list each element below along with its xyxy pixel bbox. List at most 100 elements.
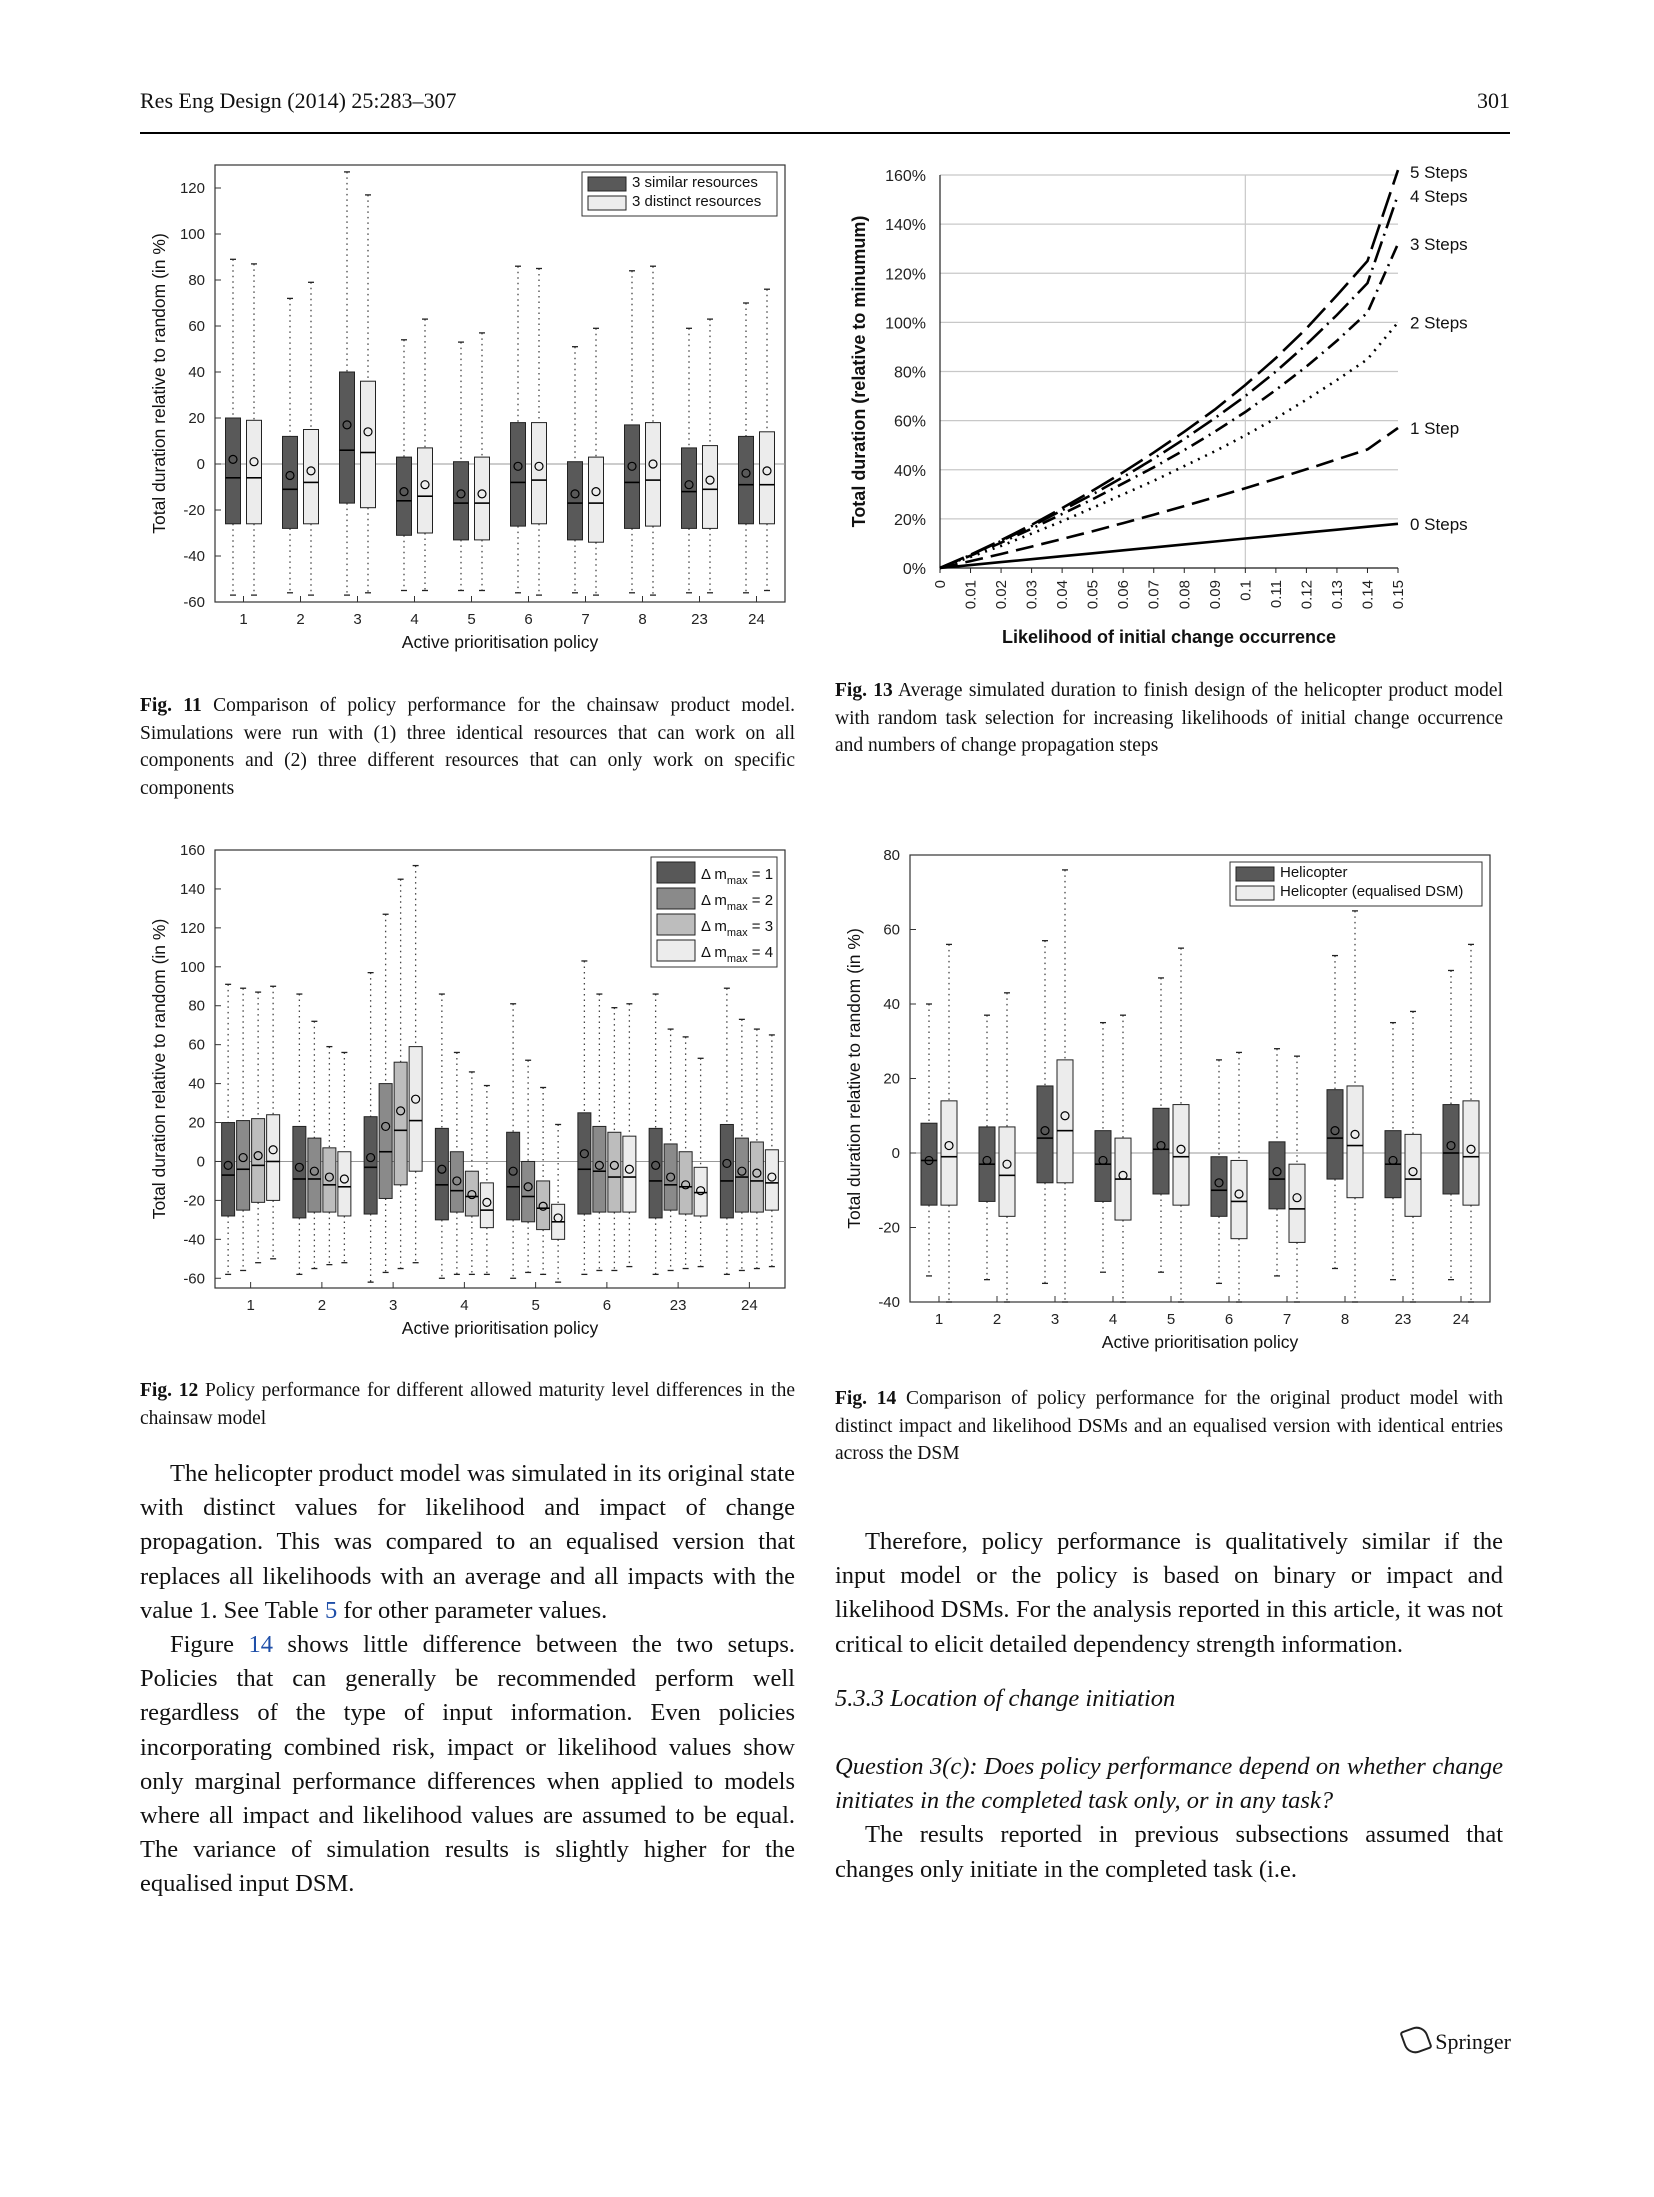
box-3-distinct-resources [759,431,775,525]
x-tick-label: 1 [239,611,247,628]
box--m [251,1118,266,1203]
springer-logo-icon [1399,2023,1433,2057]
y-tick-label: 40 [188,1076,205,1093]
legend-swatch [656,887,696,910]
figure-14-link[interactable]: 14 [248,1631,273,1659]
x-tick-label: 0.01 [963,580,980,609]
figure-12-label: Fig. 12 [140,1380,199,1401]
box--m [663,1143,678,1211]
mean-marker [666,1172,676,1182]
figure-11-label: Fig. 11 [140,695,202,716]
x-axis-label: Active prioritisation policy [402,632,599,652]
box--m [719,1123,734,1219]
mean-marker [1446,1140,1456,1151]
figure-13-caption-text: Average simulated duration to finish des… [835,680,1503,756]
mean-marker [591,487,601,497]
x-tick-label: 0.07 [1146,580,1163,609]
mean-marker [553,1213,563,1223]
legend-swatch [1235,866,1275,882]
box--m [577,1112,592,1215]
left-column-text: The helicopter product model was simulat… [140,1457,795,1902]
series-label: 2 Steps [1410,313,1468,332]
x-tick-label: 0.1 [1237,580,1254,601]
mean-marker [609,1160,619,1170]
y-tick-label: -60 [183,594,205,611]
mean-marker [381,1121,391,1132]
y-tick-label: 160 [180,842,205,859]
legend-swatch [656,939,696,962]
mean-marker [696,1186,706,1196]
x-tick-label: 24 [741,1297,758,1314]
box-3-similar-resources [738,435,754,525]
x-tick-label: 0.06 [1115,580,1132,609]
y-tick-label: 20 [188,1115,205,1132]
mean-marker [1060,1111,1070,1121]
x-tick-label: 2 [296,611,304,628]
y-tick-label: 80 [188,998,205,1015]
mean-marker [523,1182,533,1192]
series-label: 4 Steps [1410,187,1468,206]
legend-swatch [1235,885,1275,901]
legend-swatch [656,913,696,936]
mean-marker [1040,1126,1050,1136]
box-3-similar-resources [339,371,355,504]
mean-marker [294,1162,304,1172]
table-5-link[interactable]: 5 [324,1596,338,1624]
x-tick-label: 7 [1283,1311,1291,1328]
box-helicopter-equalised-dsm- [1346,1085,1364,1199]
x-tick-label: 1 [246,1297,254,1314]
x-tick-label: 24 [748,611,765,628]
mean-marker [924,1155,934,1166]
x-tick-label: 0.02 [993,580,1010,609]
box-3-similar-resources [225,417,241,525]
mean-marker [1388,1155,1398,1166]
publisher-name: Springer [1435,2029,1511,2054]
series-line-0-steps [939,522,1399,570]
mean-marker [482,1197,492,1207]
x-tick-label: 7 [581,611,589,628]
box-3-distinct-resources [246,419,262,525]
x-tick-label: 0.05 [1085,580,1102,609]
legend-label: Δ mmax = 1 [701,866,773,887]
mean-marker [456,489,466,499]
mean-marker [477,489,487,499]
mean-marker [1002,1159,1012,1169]
figure-11-caption-text: Comparison of policy performance for the… [140,695,795,799]
x-tick-label: 23 [670,1297,687,1314]
x-axis-label: Likelihood of initial change occurrence [1002,627,1336,647]
figure-13-caption: Fig. 13 Average simulated duration to fi… [835,677,1503,760]
paragraph-policy-performance: Therefore, policy performance is qualita… [835,1528,1503,1658]
box--m [536,1180,551,1231]
legend-label: Δ mmax = 3 [701,918,773,939]
mean-marker [722,1158,732,1169]
box-3-distinct-resources [588,456,604,543]
plot-area [909,854,1491,1303]
mean-marker [982,1155,992,1166]
legend-swatch [587,176,627,192]
mean-marker [1156,1140,1166,1151]
box--m [464,1170,479,1217]
mean-marker [627,461,637,471]
x-tick-label: 3 [1051,1311,1059,1328]
series-label: 3 Steps [1410,235,1468,254]
mean-marker [324,1172,334,1182]
mean-marker [1466,1144,1476,1154]
y-tick-label: 0 [197,1153,205,1170]
series-label: 1 Step [1410,419,1459,438]
mean-marker [648,459,658,469]
box--m [521,1160,536,1223]
figure-14-caption: Fig. 14 Comparison of policy performance… [835,1385,1503,1468]
figure-11-caption: Fig. 11 Comparison of policy performance… [140,692,795,802]
y-tick-label: 100 [180,226,205,243]
mean-marker [570,489,580,499]
mean-marker [624,1164,634,1174]
x-tick-label: 6 [1225,1311,1233,1328]
x-tick-label: 5 [467,611,475,628]
y-tick-label: -40 [183,548,205,565]
y-tick-label: 60% [894,414,926,431]
y-tick-label: 20 [883,1071,900,1088]
box--m [693,1166,708,1217]
paragraph-previous-results: The results reported in previous subsect… [835,1821,1503,1883]
series-line-5-steps [939,169,1400,570]
y-tick-label: 100% [885,315,926,332]
